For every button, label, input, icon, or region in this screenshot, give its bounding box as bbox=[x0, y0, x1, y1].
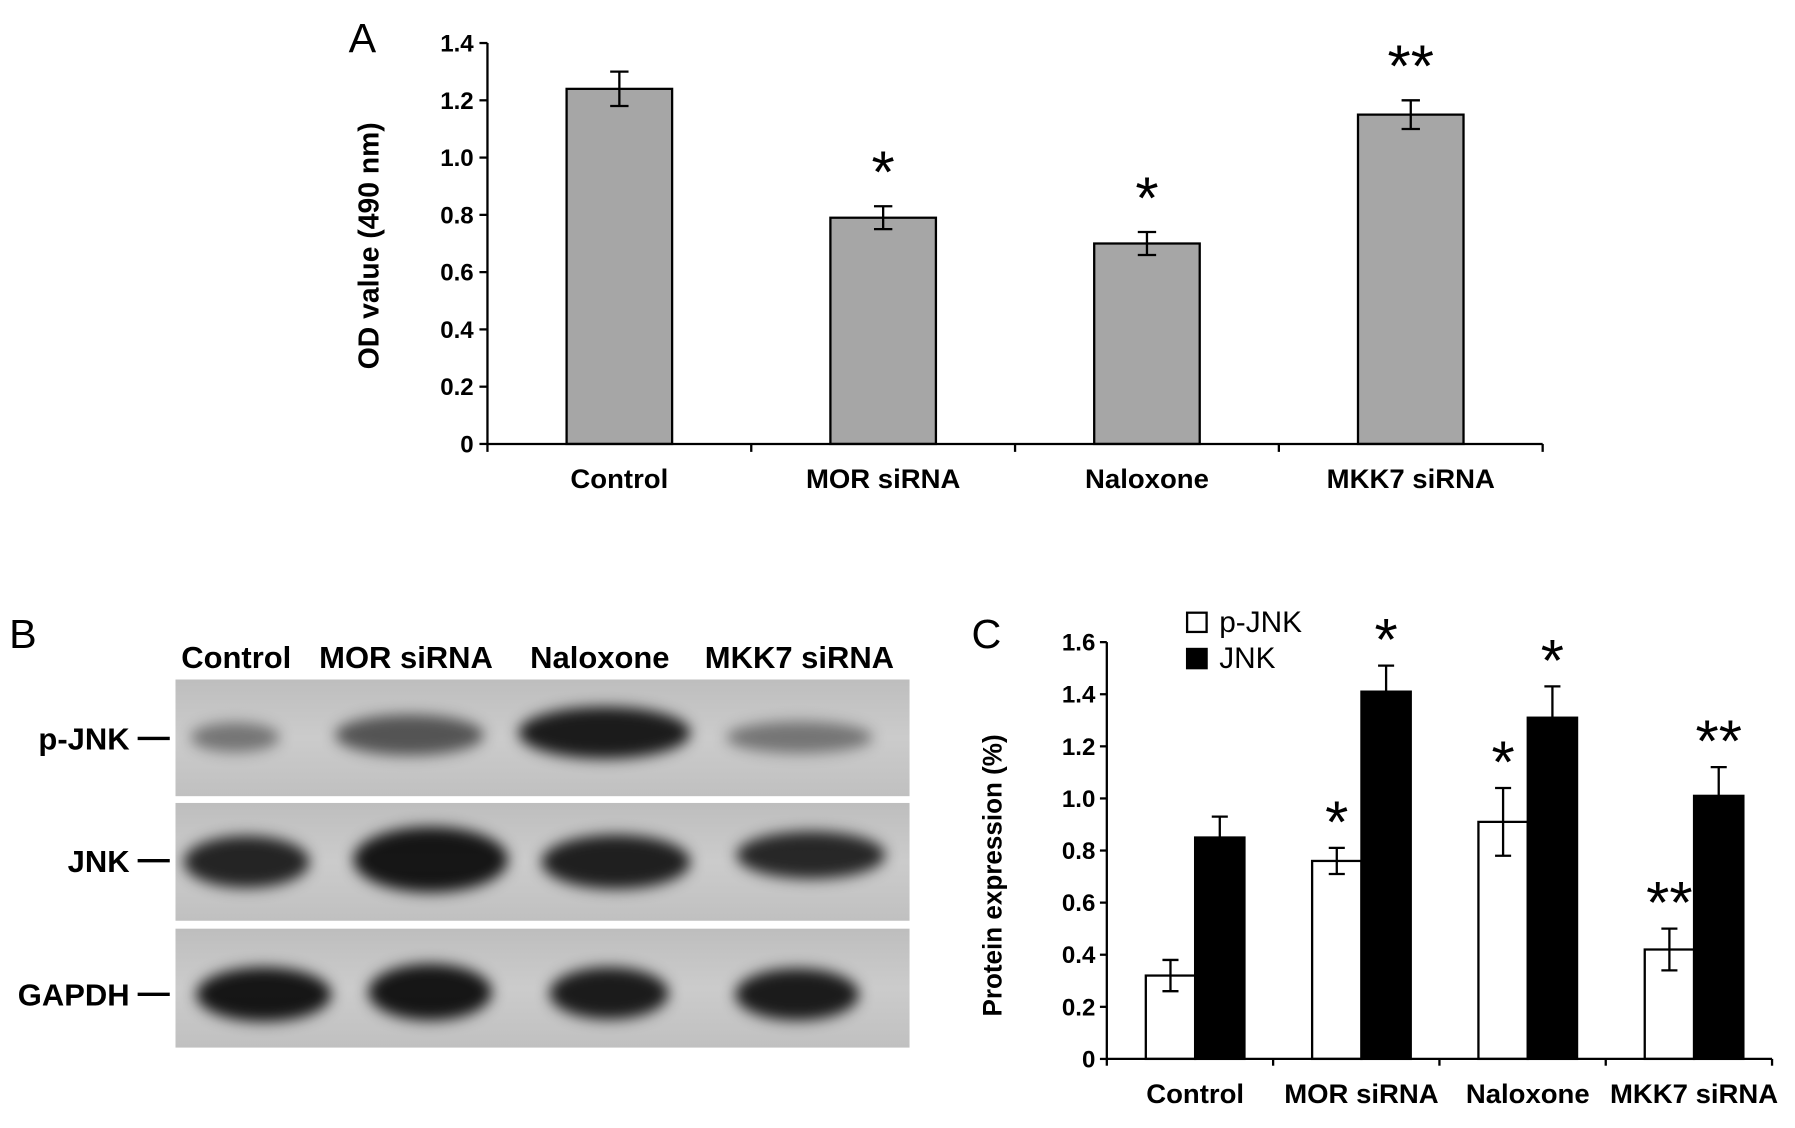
y-tick-label: 1.6 bbox=[1062, 630, 1095, 657]
row-label-jnk: JNK bbox=[68, 844, 130, 879]
y-tick-label: 0.4 bbox=[440, 317, 474, 344]
panel-c-letter: C bbox=[971, 611, 1001, 657]
x-tick-label-mor-sirna: MOR siRNA bbox=[806, 463, 961, 494]
significance-marker-p-jnk-mkk7-sirna: ** bbox=[1646, 869, 1692, 936]
band-gapdh-naloxone bbox=[549, 967, 669, 1020]
panel-b-letter: B bbox=[9, 611, 37, 657]
bar-p-jnk-naloxone bbox=[1477, 820, 1529, 1061]
significance-marker-p-jnk-mor-sirna: * bbox=[1325, 789, 1348, 856]
lane-label-control: Control bbox=[181, 640, 291, 675]
panel-a-y-axis-label: OD value (490 nm) bbox=[353, 122, 385, 369]
lane-label-mkk7-sirna: MKK7 siRNA bbox=[705, 640, 894, 675]
y-tick-label: 0 bbox=[460, 432, 473, 459]
y-tick-label: 1.2 bbox=[1062, 734, 1095, 761]
panel-a-letter: A bbox=[349, 15, 377, 61]
blot-strip-jnk bbox=[175, 802, 910, 921]
significance-marker-mor-sirna: * bbox=[872, 139, 895, 206]
band-jnk-mkk7-sirna bbox=[736, 831, 886, 879]
y-tick-label: 1.0 bbox=[1062, 786, 1095, 813]
significance-marker-p-jnk-naloxone: * bbox=[1491, 729, 1514, 796]
lane-label-naloxone: Naloxone bbox=[530, 640, 669, 675]
y-tick-label: 1.4 bbox=[1062, 682, 1096, 709]
x-tick-label-naloxone: Naloxone bbox=[1085, 463, 1209, 494]
bar-mor-sirna bbox=[829, 216, 938, 446]
band-p-jnk-mkk7-sirna bbox=[726, 721, 873, 754]
panel-b-western-blot-labels: B Control MOR siRNA Naloxone MKK7 siRNA p-JN… bbox=[9, 611, 894, 1013]
row-label-p-jnk: p-JNK bbox=[38, 722, 129, 757]
significance-marker-jnk-mkk7-sirna: ** bbox=[1696, 708, 1742, 775]
y-tick-label: 0.8 bbox=[1062, 838, 1095, 865]
x-tick-label-control: Control bbox=[570, 463, 668, 494]
panel-c-protein-expression-chart: C Protein expression (%) 0 0.2 0.4 0.6 0.8 1.… bbox=[971, 606, 1778, 1109]
y-tick-label: 1.0 bbox=[440, 145, 473, 172]
y-tick-label: 1.2 bbox=[440, 88, 473, 115]
blot-strip-gapdh bbox=[175, 928, 910, 1048]
band-gapdh-control bbox=[196, 967, 332, 1022]
legend-swatch-jnk bbox=[1185, 647, 1208, 670]
y-tick-label: 0 bbox=[1082, 1047, 1095, 1074]
band-jnk-mor-sirna bbox=[352, 826, 508, 893]
panel-a-od-value-chart: A OD value (490 nm) 0 0.2 0.4 0.6 0.8 1.0 1.2 1… bbox=[349, 15, 1544, 494]
bar-jnk-mkk7-sirna bbox=[1692, 794, 1745, 1061]
legend-label-p-jnk: p-JNK bbox=[1219, 606, 1302, 639]
y-tick-label: 0.4 bbox=[1062, 942, 1096, 969]
significance-marker-jnk-mor-sirna: * bbox=[1374, 606, 1397, 673]
bar-jnk-control bbox=[1193, 836, 1246, 1061]
y-tick-label: 0.2 bbox=[440, 374, 473, 401]
y-tick-label: 0.8 bbox=[440, 202, 473, 229]
bar-naloxone bbox=[1093, 242, 1201, 446]
significance-marker-naloxone: * bbox=[1135, 165, 1158, 232]
bar-jnk-mor-sirna bbox=[1360, 690, 1412, 1061]
bar-control bbox=[565, 87, 674, 446]
significance-marker-mkk7-sirna: ** bbox=[1388, 33, 1434, 100]
band-p-jnk-mor-sirna bbox=[334, 714, 485, 756]
x-tick-label-mor-sirna: MOR siRNA bbox=[1284, 1078, 1439, 1109]
band-jnk-naloxone bbox=[541, 834, 691, 890]
x-tick-label-mkk7-sirna: MKK7 siRNA bbox=[1610, 1078, 1778, 1109]
bar-mkk7-sirna bbox=[1356, 113, 1465, 446]
legend-swatch-p-jnk bbox=[1185, 611, 1208, 634]
y-tick-label: 1.4 bbox=[440, 31, 474, 58]
row-label-gapdh: GAPDH bbox=[18, 978, 130, 1013]
x-tick-label-naloxone: Naloxone bbox=[1466, 1078, 1590, 1109]
blot-strip-p-jnk bbox=[175, 679, 910, 797]
y-tick-label: 0.6 bbox=[440, 260, 473, 287]
legend-label-jnk: JNK bbox=[1219, 642, 1276, 675]
y-tick-label: 0.6 bbox=[1062, 890, 1095, 917]
band-gapdh-mkk7-sirna bbox=[735, 968, 860, 1021]
band-p-jnk-control bbox=[190, 722, 280, 752]
y-tick-label: 0.2 bbox=[1062, 994, 1095, 1021]
bar-p-jnk-mor-sirna bbox=[1310, 859, 1363, 1061]
x-tick-label-control: Control bbox=[1146, 1078, 1244, 1109]
lane-label-mor-sirna: MOR siRNA bbox=[319, 640, 493, 675]
band-jnk-control bbox=[183, 835, 310, 888]
x-tick-label-mkk7-sirna: MKK7 siRNA bbox=[1327, 463, 1495, 494]
band-p-jnk-naloxone bbox=[518, 706, 691, 759]
band-gapdh-mor-sirna bbox=[368, 963, 493, 1021]
panel-c-y-axis-label: Protein expression (%) bbox=[977, 734, 1007, 1016]
significance-marker-jnk-naloxone: * bbox=[1541, 627, 1564, 694]
bar-jnk-naloxone bbox=[1526, 716, 1579, 1061]
